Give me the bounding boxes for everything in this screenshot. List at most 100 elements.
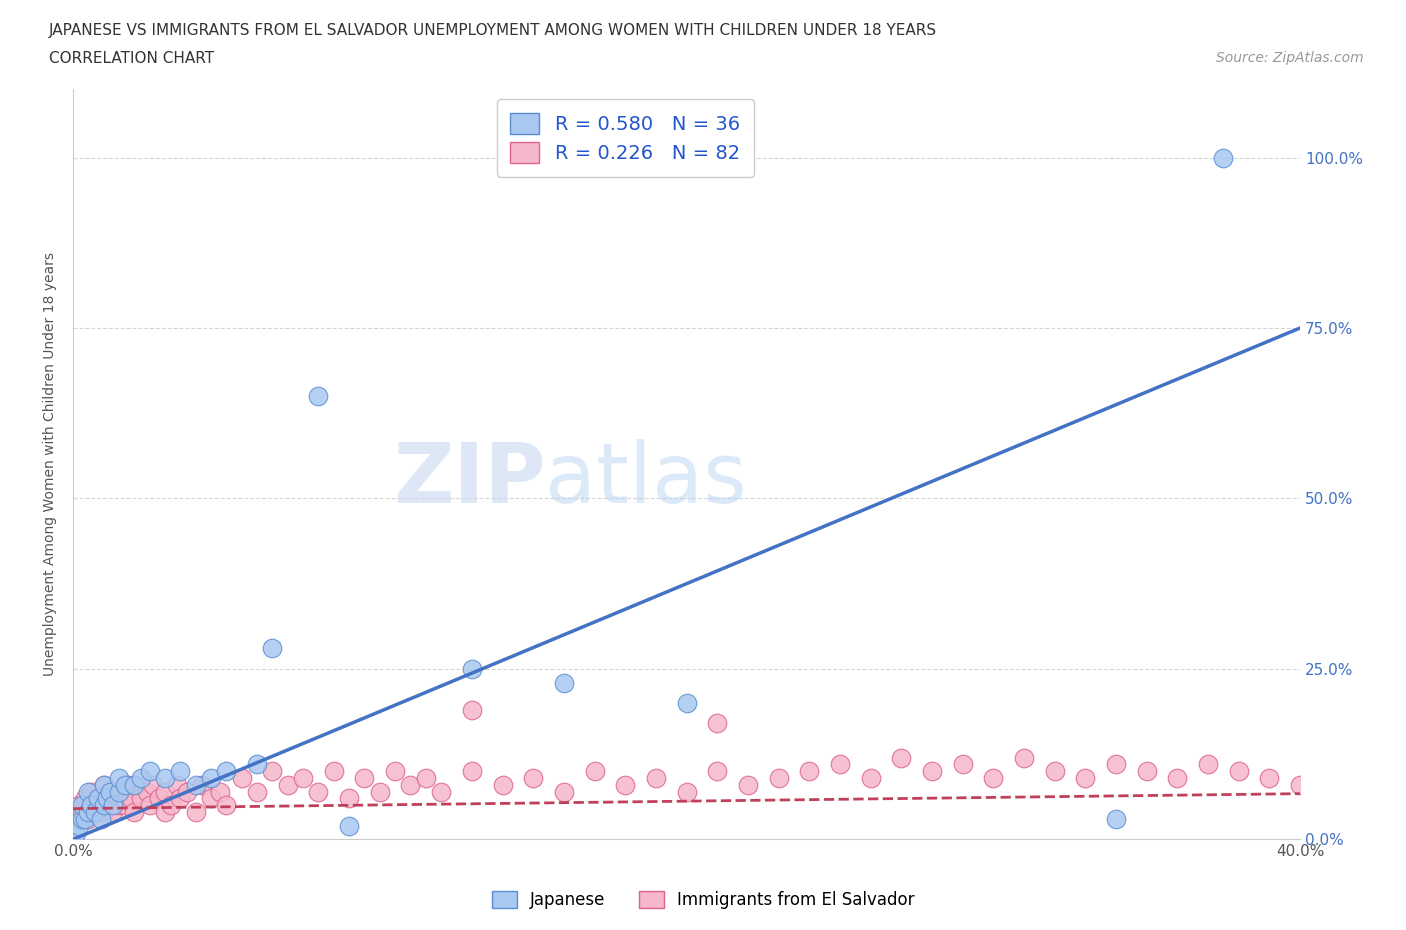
Point <box>83 804 105 819</box>
Point <box>553 675 575 690</box>
Point <box>799 764 821 778</box>
Point <box>262 641 284 656</box>
Point <box>231 771 253 786</box>
Point <box>80 798 103 813</box>
Point <box>96 798 118 813</box>
Point <box>129 771 152 786</box>
Point <box>184 804 207 819</box>
Point <box>614 777 637 792</box>
Point <box>72 798 94 813</box>
Point <box>553 784 575 799</box>
Point <box>90 812 112 827</box>
Text: JAPANESE VS IMMIGRANTS FROM EL SALVADOR UNEMPLOYMENT AMONG WOMEN WITH CHILDREN U: JAPANESE VS IMMIGRANTS FROM EL SALVADOR … <box>49 23 938 38</box>
Point <box>83 798 105 813</box>
Point <box>353 771 375 786</box>
Point <box>415 771 437 786</box>
Point <box>184 777 207 792</box>
Point <box>77 812 100 827</box>
Point <box>215 798 238 813</box>
Point <box>67 818 90 833</box>
Point <box>1043 764 1066 778</box>
Point <box>262 764 284 778</box>
Point <box>101 804 124 819</box>
Point <box>160 798 183 813</box>
Point <box>108 784 131 799</box>
Point <box>142 777 165 792</box>
Point <box>952 757 974 772</box>
Point <box>644 771 666 786</box>
Point <box>75 812 97 827</box>
Point <box>384 764 406 778</box>
Point <box>191 777 214 792</box>
Point <box>98 784 121 799</box>
Point <box>308 389 330 404</box>
Point <box>98 784 121 799</box>
Point <box>114 777 136 792</box>
Point <box>124 804 146 819</box>
Point <box>368 784 391 799</box>
Point <box>93 798 115 813</box>
Point <box>96 791 118 806</box>
Text: ZIP: ZIP <box>392 439 546 520</box>
Point <box>337 791 360 806</box>
Point <box>1136 764 1159 778</box>
Point <box>337 818 360 833</box>
Point <box>139 798 162 813</box>
Point <box>522 771 544 786</box>
Point <box>215 764 238 778</box>
Point <box>921 764 943 778</box>
Point <box>737 777 759 792</box>
Point <box>72 804 94 819</box>
Point <box>176 784 198 799</box>
Point <box>1012 751 1035 765</box>
Point <box>166 777 188 792</box>
Legend: R = 0.580   N = 36, R = 0.226   N = 82: R = 0.580 N = 36, R = 0.226 N = 82 <box>496 100 754 177</box>
Point <box>1258 771 1281 786</box>
Point <box>129 791 152 806</box>
Point <box>117 777 139 792</box>
Point <box>461 702 484 717</box>
Point <box>153 804 176 819</box>
Point <box>209 784 232 799</box>
Point <box>72 812 94 827</box>
Point <box>67 798 90 813</box>
Point <box>169 791 191 806</box>
Point <box>124 777 146 792</box>
Legend: Japanese, Immigrants from El Salvador: Japanese, Immigrants from El Salvador <box>484 883 922 917</box>
Point <box>153 784 176 799</box>
Point <box>77 784 100 799</box>
Point <box>101 798 124 813</box>
Point <box>322 764 344 778</box>
Point <box>859 771 882 786</box>
Point <box>277 777 299 792</box>
Point <box>200 771 222 786</box>
Point <box>246 757 269 772</box>
Point <box>111 784 134 799</box>
Point <box>114 798 136 813</box>
Point <box>139 764 162 778</box>
Point <box>148 791 170 806</box>
Point <box>65 812 87 827</box>
Point <box>93 777 115 792</box>
Point <box>120 791 142 806</box>
Point <box>583 764 606 778</box>
Point <box>77 804 100 819</box>
Point <box>86 791 108 806</box>
Point <box>706 764 728 778</box>
Point <box>308 784 330 799</box>
Point <box>65 825 87 840</box>
Point <box>461 661 484 676</box>
Point <box>246 784 269 799</box>
Point <box>828 757 851 772</box>
Point <box>93 777 115 792</box>
Point <box>75 791 97 806</box>
Point <box>108 771 131 786</box>
Point <box>153 771 176 786</box>
Point <box>675 784 697 799</box>
Point <box>981 771 1004 786</box>
Point <box>86 804 108 819</box>
Text: CORRELATION CHART: CORRELATION CHART <box>49 51 214 66</box>
Point <box>1227 764 1250 778</box>
Point <box>1197 757 1219 772</box>
Point <box>1105 757 1128 772</box>
